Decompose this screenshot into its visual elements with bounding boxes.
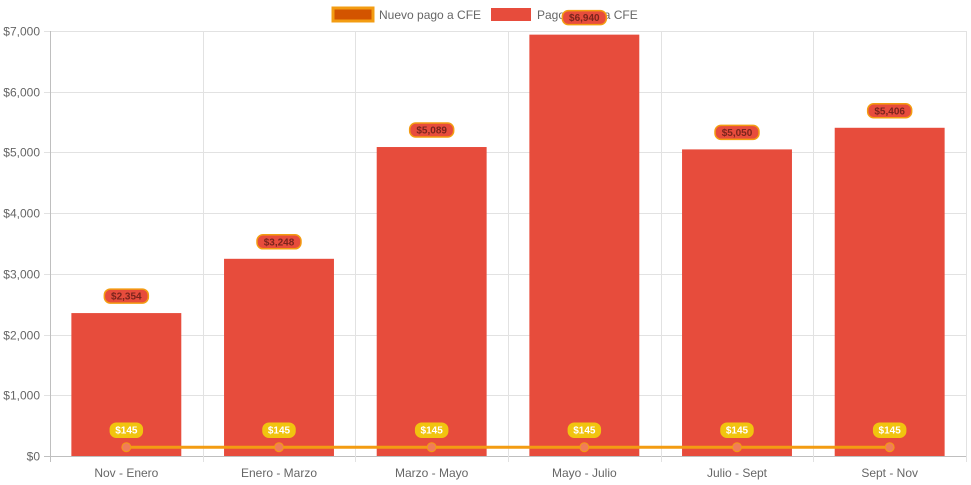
line-series xyxy=(121,442,895,453)
bar-data-label: $5,406 xyxy=(874,106,905,117)
y-tick-label: $5,000 xyxy=(3,146,40,160)
line-data-label-bg xyxy=(414,422,449,438)
line-point xyxy=(732,442,742,453)
bar-data-label-bg xyxy=(103,288,150,304)
bar-data-label-bg xyxy=(866,103,913,119)
bar xyxy=(834,127,945,457)
line-data-label: $145 xyxy=(421,426,444,437)
x-tick-label: Marzo - Mayo xyxy=(395,466,469,480)
line-point xyxy=(426,442,437,453)
bar xyxy=(682,149,792,456)
legend-label-nuevo-pago[interactable]: Nuevo pago a CFE xyxy=(379,8,481,22)
line-point xyxy=(579,442,590,453)
x-tick-label: Sept - Nov xyxy=(861,466,918,480)
bar-series xyxy=(71,34,945,457)
line-point xyxy=(884,442,895,453)
bar-data-label: $5,050 xyxy=(722,128,753,139)
line-data-label-bg xyxy=(109,422,144,438)
bar-data-label-bg xyxy=(561,9,608,26)
line-data-label: $145 xyxy=(268,426,291,437)
bar-data-label: $6,940 xyxy=(569,13,600,24)
bar-data-label: $5,089 xyxy=(416,126,447,137)
x-tick-label: Nov - Enero xyxy=(94,466,158,480)
line-data-label-bg xyxy=(720,422,754,438)
line-data-label: $145 xyxy=(879,426,902,437)
bar-data-label-bg xyxy=(408,122,455,138)
y-tick-label: $1,000 xyxy=(3,389,40,403)
legend-swatch-pago-actual[interactable] xyxy=(491,8,531,21)
x-tick-label: Enero - Marzo xyxy=(241,466,317,480)
y-tick-label: $6,000 xyxy=(3,86,40,100)
x-tick-label: Mayo - Julio xyxy=(552,466,617,480)
line-point xyxy=(121,442,132,453)
y-tick-label: $2,000 xyxy=(3,329,40,343)
legend-swatch-nuevo-pago[interactable] xyxy=(331,6,375,23)
y-tick-label: $0 xyxy=(27,450,41,464)
line-point xyxy=(274,442,284,453)
line-data-label-bg xyxy=(567,422,602,438)
x-axis: Nov - Enero Enero - Marzo Marzo - Mayo Mayo… xyxy=(94,466,918,480)
bar-data-label: $3,248 xyxy=(264,237,295,248)
x-tick-label: Julio - Sept xyxy=(707,466,768,480)
y-tick-label: $3,000 xyxy=(3,268,40,282)
line-data-label: $145 xyxy=(573,426,596,437)
line-data-label-bg xyxy=(872,422,907,438)
y-axis: $0 $1,000 $2,000 $3,000 $4,000 $5,000 $6,000 $7… xyxy=(3,25,40,464)
data-labels: $2,354 $3,248 $5,089 $6,940 $5,050 $5,406 $145… xyxy=(103,9,913,438)
y-tick-label: $4,000 xyxy=(3,207,40,221)
bar-data-label: $2,354 xyxy=(111,292,142,303)
y-tick-label: $7,000 xyxy=(3,25,40,39)
line-data-label-bg xyxy=(262,422,296,438)
bar-data-label-bg xyxy=(256,234,302,250)
line-data-label: $145 xyxy=(726,426,749,437)
line-data-label: $145 xyxy=(115,426,138,437)
bar xyxy=(376,147,487,456)
bar xyxy=(529,34,640,457)
gridlines xyxy=(44,31,967,462)
bar-data-label-bg xyxy=(714,124,760,141)
